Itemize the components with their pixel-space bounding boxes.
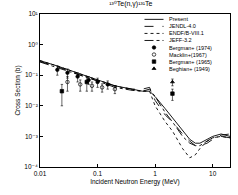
svg-text:Bergman+ (1965): Bergman+ (1965) [169,59,212,65]
svg-text:10¹: 10¹ [28,10,38,17]
svg-text:0.1: 0.1 [93,170,102,177]
svg-text:JENDL-4.0: JENDL-4.0 [169,23,196,29]
svg-text:10⁻⁴: 10⁻⁴ [24,163,38,170]
svg-text:0.01: 0.01 [34,170,47,177]
svg-text:10⁻²: 10⁻² [25,102,39,109]
svg-text:10⁻¹: 10⁻¹ [25,71,39,78]
svg-text:Macklin+(1967): Macklin+(1967) [169,52,207,58]
svg-text:Bergman+ (1974): Bergman+ (1974) [169,45,212,51]
svg-text:¹³⁰Te(n,γ)¹³¹Te: ¹³⁰Te(n,γ)¹³¹Te [109,0,152,8]
svg-text:ENDF/B-VIII.1: ENDF/B-VIII.1 [169,30,204,36]
svg-text:10⁰: 10⁰ [28,41,38,48]
svg-text:Incident Neutron Energy (MeV): Incident Neutron Energy (MeV) [90,178,180,186]
svg-text:10⁻³: 10⁻³ [25,133,39,140]
svg-text:10: 10 [209,170,217,177]
svg-text:1: 1 [153,170,157,177]
svg-text:Cross Section (b): Cross Section (b) [14,65,22,115]
svg-text:JEFF-3.2: JEFF-3.2 [169,37,192,43]
svg-text:Beghian+ (1949): Beghian+ (1949) [169,66,210,72]
svg-text:Present: Present [169,16,188,22]
